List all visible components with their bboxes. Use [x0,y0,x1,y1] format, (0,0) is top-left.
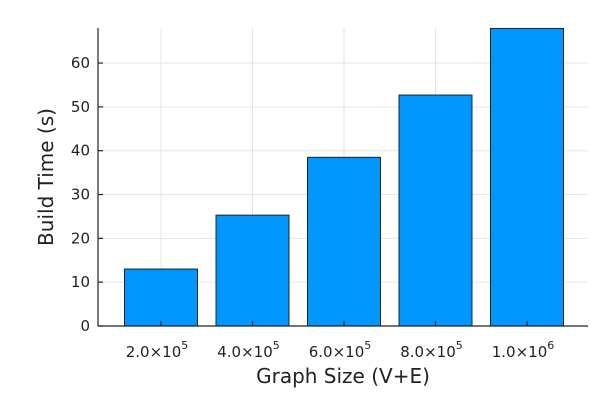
x-tick-label-1: 4.0×105 [217,339,280,361]
bar-0 [124,268,198,327]
x-axis-title: Graph Size (V+E) [256,364,430,388]
bar-1 [215,214,290,327]
y-tick-label-2: 20 [71,229,90,247]
y-tick-label-1: 10 [71,273,90,291]
x-tick-labels: 2.0×105 4.0×105 6.0×105 8.0×105 1.0×106 [126,339,555,361]
y-tick-label-3: 30 [71,186,90,204]
y-tick-label-0: 0 [80,317,90,335]
bars-group [124,27,564,327]
y-tick-label-6: 60 [71,54,90,72]
bar-2 [307,156,381,327]
axes-group [97,28,588,327]
y-tick-label-4: 40 [71,142,90,160]
bar-3 [398,94,473,327]
x-tick-label-2: 6.0×105 [309,339,372,361]
x-tick-label-4: 1.0×106 [492,339,555,361]
x-tick-label-3: 8.0×105 [400,339,463,361]
bar-4 [490,27,564,327]
x-tick-label-0: 2.0×105 [126,339,189,361]
y-axis-title: Build Time (s) [34,108,58,246]
y-tick-labels: 0 10 20 30 40 50 60 [71,54,90,335]
y-tick-label-5: 50 [71,98,90,116]
